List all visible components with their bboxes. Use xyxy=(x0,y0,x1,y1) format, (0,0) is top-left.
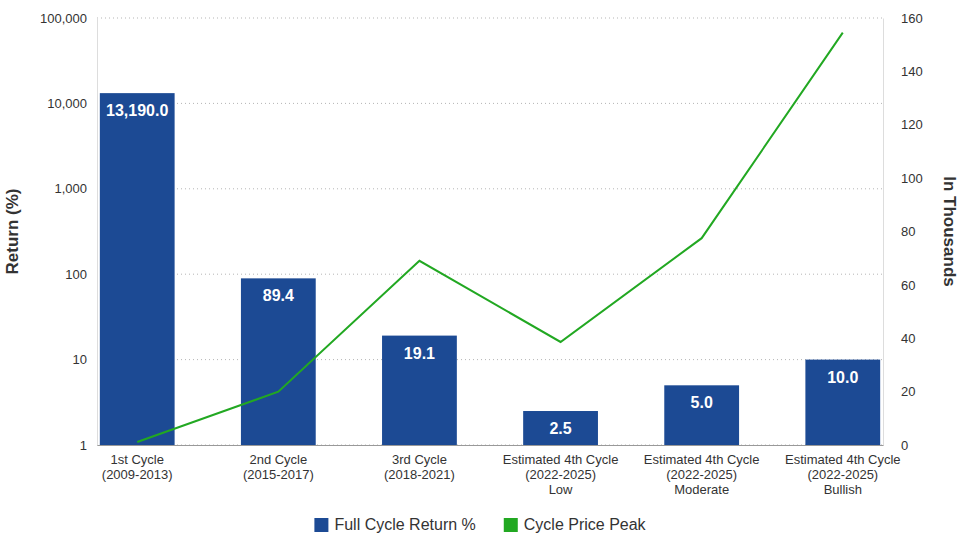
axis-line xyxy=(97,19,98,446)
tick-label: 3rd Cycle(2018-2021) xyxy=(384,452,455,482)
line xyxy=(137,33,843,442)
tick: 1st Cycle(2009-2013) xyxy=(102,452,173,482)
x-axis: 1st Cycle(2009-2013) 2nd Cycle(2015-2017)… xyxy=(98,446,901,498)
legend-label: Cycle Price Peak xyxy=(524,516,647,533)
tick-label: Estimated 4th Cycle(2022-2025)Low xyxy=(503,452,619,497)
tick-label: 80 xyxy=(901,224,915,239)
tick: 100,000 xyxy=(40,11,97,26)
tick: 100 xyxy=(883,171,923,186)
tick-label: Estimated 4th Cycle(2022-2025)Bullish xyxy=(785,452,901,497)
tick-label: 60 xyxy=(901,278,915,293)
chart: 1 10 100 1,000 10,000 100,000 0 20 40 60 80 100 120 1… xyxy=(0,0,960,540)
tick-label: 140 xyxy=(901,64,923,79)
bar xyxy=(523,411,598,445)
legend-item: Full Cycle Return % xyxy=(314,516,475,533)
tick: 1,000 xyxy=(54,181,97,196)
tick-label: 20 xyxy=(901,384,915,399)
legend-item: Cycle Price Peak xyxy=(504,516,647,533)
grid-line xyxy=(97,18,883,19)
tick: 10,000 xyxy=(47,96,97,111)
tick-label: 100 xyxy=(65,267,87,282)
tick: 3rd Cycle(2018-2021) xyxy=(384,452,455,482)
bar xyxy=(100,93,175,445)
bar xyxy=(664,385,739,445)
data-label: 10.0 xyxy=(827,369,858,386)
data-label: 89.4 xyxy=(263,287,294,304)
legend-label: Full Cycle Return % xyxy=(334,516,475,533)
axis-line xyxy=(98,445,884,446)
tick-label: 1,000 xyxy=(54,181,87,196)
tick: Estimated 4th Cycle(2022-2025)Moderate xyxy=(644,452,760,497)
y2-axis: 0 20 40 60 80 100 120 140 160 xyxy=(883,11,923,453)
bar xyxy=(382,336,457,445)
tick-label: 10,000 xyxy=(47,96,87,111)
legend: Full Cycle Return % Cycle Price Peak xyxy=(314,516,646,533)
tick-label: 100 xyxy=(901,171,923,186)
grid-line xyxy=(97,188,883,189)
tick-label: 100,000 xyxy=(40,11,87,26)
tick: 10 xyxy=(73,352,97,367)
tick: 1 xyxy=(80,438,97,453)
data-label: 19.1 xyxy=(404,345,435,362)
tick: 140 xyxy=(883,64,923,79)
y-axis-title: Return (%) xyxy=(3,189,22,275)
tick: 20 xyxy=(883,384,915,399)
data-labels: 13,190.0 89.4 19.1 2.5 5.0 10.0 xyxy=(106,102,858,437)
data-label: 5.0 xyxy=(691,394,713,411)
grid xyxy=(97,18,883,445)
tick: 0 xyxy=(883,438,908,453)
tick-label: 1st Cycle(2009-2013) xyxy=(102,452,173,482)
y2-axis-title: In Thousands xyxy=(940,176,959,287)
plot-area xyxy=(100,33,880,445)
tick-label: 1 xyxy=(80,438,87,453)
tick: Estimated 4th Cycle(2022-2025)Bullish xyxy=(785,452,901,497)
tick-label: 10 xyxy=(73,352,87,367)
tick-label: 160 xyxy=(901,11,923,26)
tick-label: 120 xyxy=(901,117,923,132)
tick: 120 xyxy=(883,117,923,132)
tick-label: Estimated 4th Cycle(2022-2025)Moderate xyxy=(644,452,760,497)
grid-line xyxy=(97,274,883,275)
tick-label: 40 xyxy=(901,331,915,346)
data-label: 2.5 xyxy=(549,420,571,437)
grid-line xyxy=(97,445,883,446)
grid-line xyxy=(97,359,883,360)
axis-line xyxy=(883,19,884,446)
y-axis: 1 10 100 1,000 10,000 100,000 xyxy=(40,11,98,453)
tick: 60 xyxy=(883,278,915,293)
tick: 100 xyxy=(65,267,97,282)
tick: Estimated 4th Cycle(2022-2025)Low xyxy=(503,452,619,497)
legend-swatch xyxy=(314,518,328,532)
tick-label: 2nd Cycle(2015-2017) xyxy=(243,452,314,482)
grid-line xyxy=(97,103,883,104)
tick-label: 0 xyxy=(901,438,908,453)
bar xyxy=(805,360,880,445)
tick: 40 xyxy=(883,331,915,346)
bar xyxy=(241,278,316,445)
tick: 160 xyxy=(883,11,923,26)
tick: 2nd Cycle(2015-2017) xyxy=(243,452,314,482)
data-label: 13,190.0 xyxy=(106,102,168,119)
tick: 80 xyxy=(883,224,915,239)
legend-swatch xyxy=(504,518,518,532)
